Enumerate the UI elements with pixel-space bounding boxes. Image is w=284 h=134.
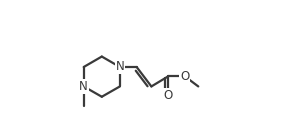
Text: O: O xyxy=(164,89,173,102)
Text: N: N xyxy=(116,60,124,74)
Text: O: O xyxy=(180,70,189,83)
Text: N: N xyxy=(79,80,88,93)
